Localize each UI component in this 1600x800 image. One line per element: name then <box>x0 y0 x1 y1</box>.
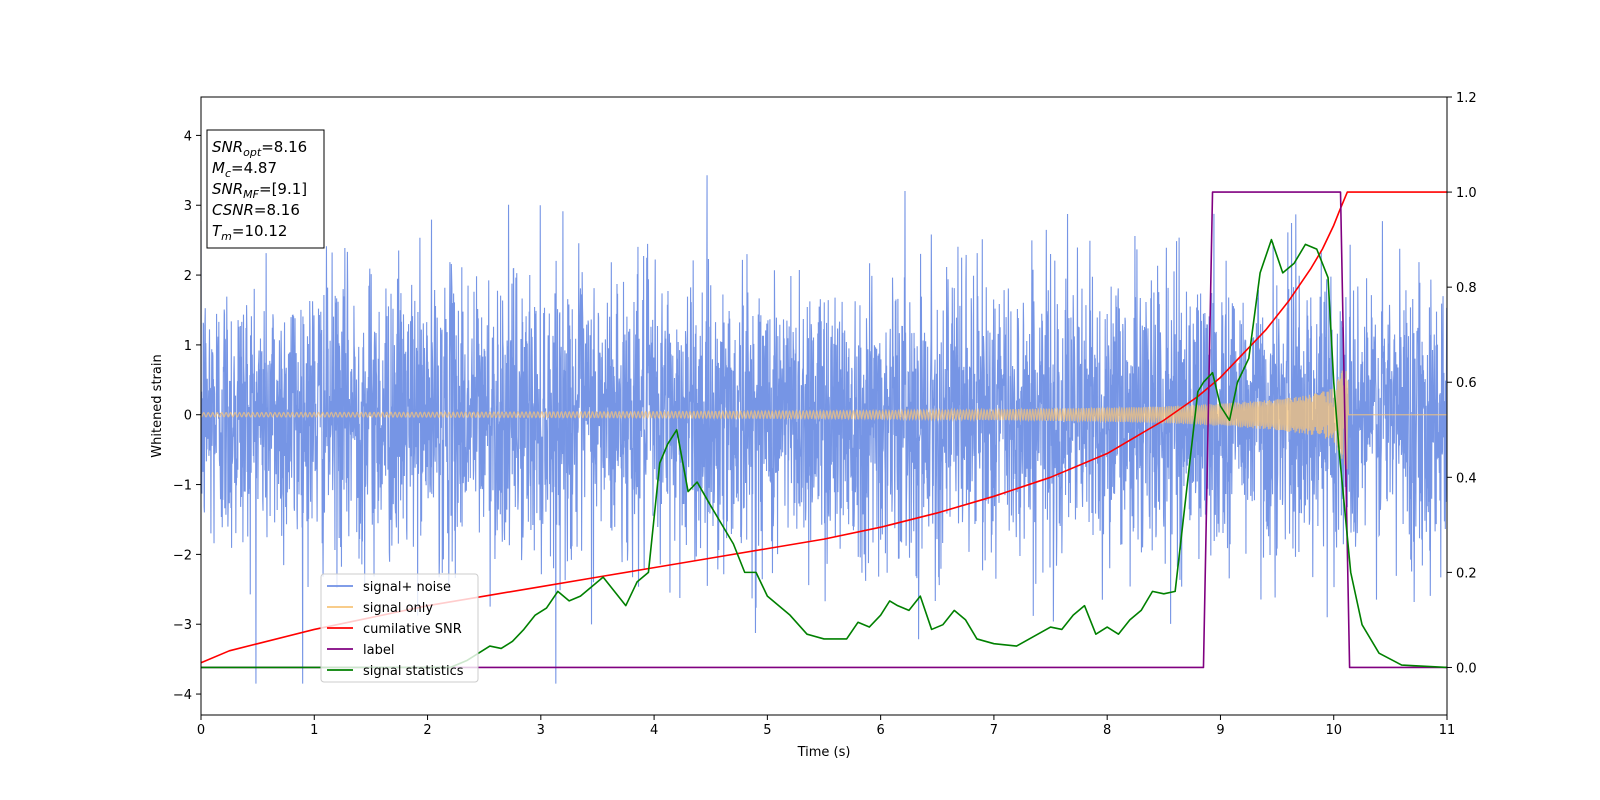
legend-frame <box>320 573 479 683</box>
info-line: Tm=10.12 <box>212 222 287 243</box>
info-box: SNRopt=8.16Mc=4.87SNRMF=[9.1]CSNR=8.16Tm… <box>206 129 325 249</box>
legend-entry-label: label <box>363 643 394 658</box>
x-tick-label: 2 <box>423 723 431 738</box>
info-line: SNRMF=[9.1] <box>212 180 307 201</box>
legend-entry-label: signal statistics <box>363 664 464 679</box>
y-right-tick-label: 0.4 <box>1456 471 1477 486</box>
y-tick-label: 1 <box>184 339 192 354</box>
y-tick-label: −2 <box>173 548 192 563</box>
info-line-sub: opt <box>243 146 262 159</box>
info-line-value: =8.16 <box>261 138 307 156</box>
legend-entry-label: signal+ noise <box>363 580 451 595</box>
legend: signal+ noise signal only cumilative SNR la… <box>320 573 479 683</box>
series-signal-only-line <box>201 370 1447 470</box>
y-right-tick-label: 1.2 <box>1456 91 1477 106</box>
series-label-line <box>201 191 1447 669</box>
legend-entry-label: cumilative SNR <box>363 622 462 637</box>
axis-layer: 0 1 2 3 4 5 6 7 8 9 10 1143210−1−2−3−41.21.00.80.60… <box>173 91 1477 738</box>
y-right-tick-label: 0.0 <box>1456 661 1477 676</box>
series-signal-statistics-line <box>201 238 1447 669</box>
plot-frame <box>200 96 1448 716</box>
info-line: CSNR=8.16 <box>212 201 300 219</box>
info-line: Mc=4.87 <box>212 159 277 180</box>
x-tick-label: 7 <box>990 723 998 738</box>
info-line-sub: c <box>225 167 231 180</box>
x-tick-label: 0 <box>197 723 205 738</box>
info-line-value: =4.87 <box>231 159 277 177</box>
info-line-value: =[9.1] <box>259 180 307 198</box>
x-tick-label: 10 <box>1325 723 1342 738</box>
y-right-tick-label: 0.2 <box>1456 566 1477 581</box>
x-tick-label: 8 <box>1103 723 1111 738</box>
x-tick-label: 4 <box>650 723 658 738</box>
y-tick-label: −1 <box>173 479 192 494</box>
x-tick-label: 9 <box>1216 723 1224 738</box>
x-tick-label: 3 <box>537 723 545 738</box>
y-tick-label: −4 <box>173 688 192 703</box>
info-line-main: M <box>212 159 225 177</box>
info-line-main: T <box>212 222 223 240</box>
x-tick-label: 1 <box>310 723 318 738</box>
y-right-tick-label: 1.0 <box>1456 186 1477 201</box>
y-tick-label: 0 <box>184 409 192 424</box>
info-line-sub: MF <box>243 188 259 201</box>
y-tick-label: 2 <box>184 269 192 284</box>
info-line-value: =10.12 <box>232 222 288 240</box>
x-tick-label: 11 <box>1439 723 1456 738</box>
info-line-value: =8.16 <box>254 201 300 219</box>
info-line-sub: m <box>221 230 232 243</box>
x-tick-label: 6 <box>876 723 884 738</box>
y-tick-label: 4 <box>184 129 192 144</box>
info-line-main: SNR <box>212 180 243 198</box>
info-box-frame <box>206 129 325 249</box>
x-axis-label: Time (s) <box>797 745 851 760</box>
y-right-tick-label: 0.8 <box>1456 281 1477 296</box>
info-line: SNRopt=8.16 <box>212 138 307 159</box>
y-right-tick-label: 0.6 <box>1456 376 1477 391</box>
y-tick-label: 3 <box>184 199 192 214</box>
info-line-main: SNR <box>212 138 243 156</box>
legend-entry-label: signal only <box>363 601 433 616</box>
info-line-main: CSNR <box>212 201 254 219</box>
x-tick-label: 5 <box>763 723 771 738</box>
y-tick-label: −3 <box>173 618 192 633</box>
y-axis-label: Whitened strain <box>150 354 165 457</box>
